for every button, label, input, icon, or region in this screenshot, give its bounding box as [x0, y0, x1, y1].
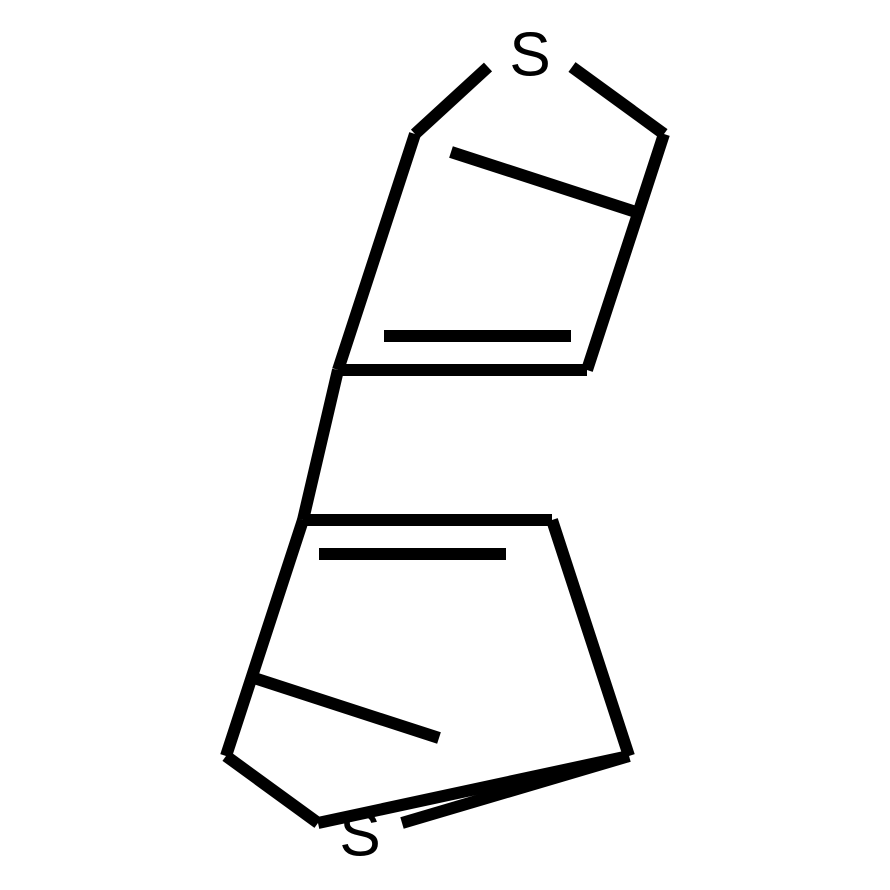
- atom-S1: S: [509, 21, 550, 90]
- atom-labels: SS: [339, 21, 550, 870]
- bond: [572, 67, 664, 134]
- atom-S2: S: [339, 801, 380, 870]
- molecule-diagram: SS: [0, 0, 890, 890]
- bond: [402, 756, 629, 823]
- bond: [451, 152, 636, 212]
- bond: [415, 67, 488, 134]
- bond: [254, 678, 439, 738]
- bonds: [226, 67, 664, 823]
- bond: [303, 370, 338, 520]
- bond: [552, 520, 629, 756]
- bond: [226, 520, 303, 756]
- bond: [226, 756, 318, 823]
- bond: [587, 134, 664, 370]
